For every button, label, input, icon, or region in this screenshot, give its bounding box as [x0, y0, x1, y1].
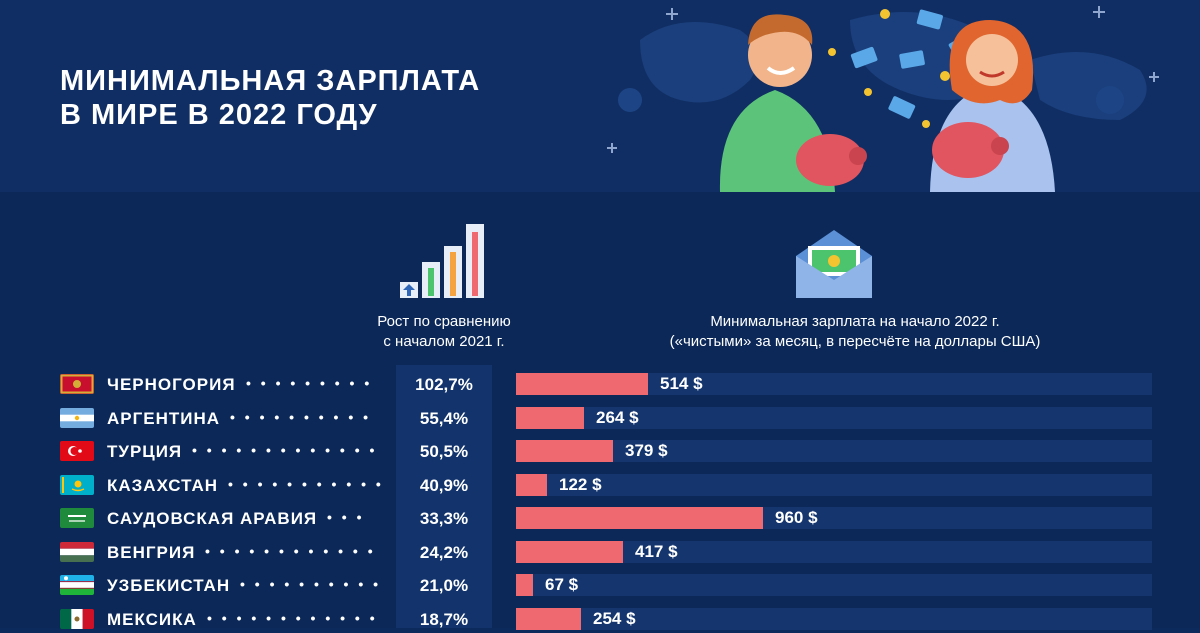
country-label: МЕКСИКА: [107, 609, 197, 629]
growth-label: 24,2%: [419, 542, 469, 562]
bar-track: [516, 574, 1152, 596]
dotted-leader: • • • • • • • • • • • •: [205, 542, 376, 559]
chart-row: ТУРЦИЯ 50,5% 379 $ • • • • • • • • • • • • …: [0, 439, 1200, 465]
title-line-2: В МИРЕ В 2022 ГОДУ: [60, 99, 378, 131]
wage-bar: [516, 473, 547, 496]
bar-track: [516, 373, 1152, 395]
bar-track: [516, 440, 1152, 462]
wage-bar: [516, 607, 581, 630]
dotted-leader: • • • • • • • • • • •: [228, 475, 382, 492]
wage-bar: [516, 507, 763, 529]
growth-column-background: [396, 365, 492, 628]
title-line-1: МИНИМАЛЬНАЯ ЗАРПЛАТА: [60, 65, 481, 97]
dotted-leader: • • • • • • • • • •: [230, 408, 372, 425]
piggy-bank-icon: [796, 122, 1009, 186]
mexico-flag-icon: [60, 608, 94, 629]
wage-value-label: 417 $: [635, 541, 678, 561]
people-piggy-bank-illustration: [607, 6, 1159, 192]
dotted-leader: • • • • • • • • •: [246, 375, 373, 391]
wage-value-label: 122 $: [559, 474, 602, 494]
bar-track: [516, 473, 1152, 496]
argentina-flag-icon: [60, 407, 94, 428]
dotted-leader: • • •: [327, 509, 365, 525]
chart-row: УЗБЕКИСТАН 21,0% 67 $ • • • • • • • • • •: [0, 573, 1200, 599]
wage-bar: [516, 406, 584, 429]
country-label: ВЕНГРИЯ: [107, 542, 196, 562]
chart-row: АРГЕНТИНА 55,4% 264 $ • • • • • • • • • •: [0, 406, 1200, 432]
header-banner: МИНИМАЛЬНАЯ ЗАРПЛАТА В МИРЕ В 2022 ГОДУ: [0, 0, 1200, 192]
world-map-icon: [618, 12, 1147, 120]
growth-caption-line-1: Рост по сравнению: [377, 313, 511, 330]
growth-label: 18,7%: [419, 609, 469, 629]
wage-value-label: 379 $: [625, 441, 668, 460]
wage-caption-line-2: («чистыми» за месяц, в пересчёте на долл…: [669, 333, 1041, 350]
wage-value-label: 254 $: [593, 608, 636, 628]
chart-row: ВЕНГРИЯ 24,2% 417 $ • • • • • • • • • • • •: [0, 540, 1200, 566]
growth-caption-line-2: с началом 2021 г.: [383, 333, 505, 350]
wage-value-label: 264 $: [596, 407, 639, 427]
uzbekistan-flag-icon: [60, 575, 94, 595]
wage-bar: [516, 373, 648, 395]
page-title: МИНИМАЛЬНАЯ ЗАРПЛАТА В МИРЕ В 2022 ГОДУ: [60, 64, 480, 132]
country-label: АРГЕНТИНА: [107, 408, 221, 428]
chart-row: САУДОВСКАЯ АРАВИЯ 33,3% 960 $ • • •: [0, 506, 1200, 532]
bar-track: [516, 406, 1152, 429]
turkey-flag-icon: [60, 441, 94, 461]
envelope-money-icon: [796, 230, 872, 298]
chart-row: МЕКСИКА 18,7% 254 $ • • • • • • • • • • • •: [0, 607, 1200, 633]
wage-caption-line-1: Минимальная зарплата на начало 2022 г.: [710, 313, 1000, 330]
wage-value-label: 67 $: [545, 575, 579, 594]
wage-bar: [516, 440, 613, 462]
wage-value-label: 960 $: [775, 508, 818, 527]
wage-value-label: 514 $: [660, 374, 703, 393]
country-label: ТУРЦИЯ: [107, 442, 183, 461]
growth-label: 55,4%: [419, 408, 469, 428]
dotted-leader: • • • • • • • • • • • •: [207, 609, 378, 626]
growth-column-caption: Рост по сравнению с началом 2021 г.: [344, 312, 544, 352]
country-label: ЧЕРНОГОРИЯ: [107, 375, 236, 394]
growth-chart-icon: [400, 224, 484, 298]
dotted-leader: • • • • • • • • • •: [240, 576, 382, 592]
growth-label: 40,9%: [419, 475, 469, 495]
bar-track: [516, 607, 1152, 630]
wage-bar: [516, 540, 623, 563]
bar-track: [516, 540, 1152, 563]
wage-column-caption: Минимальная зарплата на начало 2022 г. (…: [600, 312, 1110, 352]
country-label: КАЗАХСТАН: [107, 475, 218, 495]
growth-label: 21,0%: [419, 576, 469, 595]
kazakhstan-flag-icon: [60, 474, 94, 495]
saudi-arabia-flag-icon: [60, 508, 94, 528]
dotted-leader: • • • • • • • • • • • • •: [192, 442, 378, 458]
growth-label: 50,5%: [419, 442, 469, 461]
country-label: САУДОВСКАЯ АРАВИЯ: [107, 509, 318, 528]
chart-row: КАЗАХСТАН 40,9% 122 $ • • • • • • • • • • •: [0, 473, 1200, 499]
country-label: УЗБЕКИСТАН: [107, 576, 231, 595]
montenegro-flag-icon: [60, 374, 94, 394]
hungary-flag-icon: [60, 541, 94, 562]
chart-row: ЧЕРНОГОРИЯ 102,7% 514 $ • • • • • • • • •: [0, 372, 1200, 398]
growth-label: 102,7%: [415, 375, 473, 394]
growth-label: 33,3%: [419, 509, 469, 528]
wage-bar: [516, 574, 533, 596]
